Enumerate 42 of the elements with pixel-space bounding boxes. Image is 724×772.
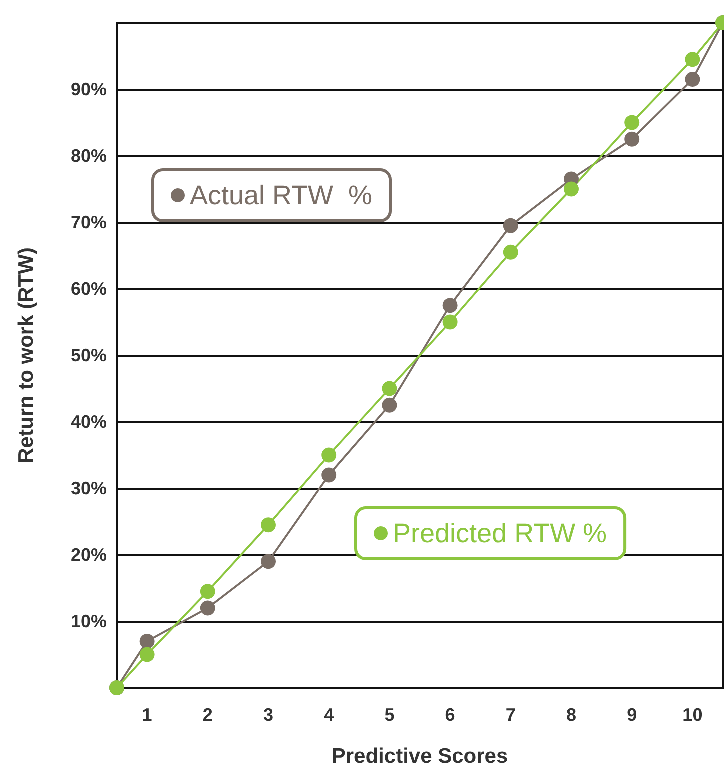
y-tick-label: 10%	[70, 612, 107, 632]
point	[503, 244, 518, 260]
y-tick-label: 30%	[70, 478, 107, 498]
x-tick-label: 3	[263, 705, 274, 725]
point	[382, 381, 398, 396]
x-axis-title: Predictive Scores	[332, 745, 508, 768]
x-tick-label: 4	[324, 705, 334, 725]
legend-label: Actual RTW %	[190, 180, 373, 210]
point	[624, 115, 640, 130]
x-tick-label: 9	[627, 705, 638, 725]
point	[624, 132, 640, 147]
y-tick-label: 90%	[70, 80, 107, 100]
point	[200, 600, 216, 616]
x-tick-label: 8	[566, 705, 577, 725]
y-tick-label: 70%	[70, 212, 107, 232]
point	[685, 52, 700, 68]
x-tick-label: 7	[506, 705, 516, 725]
point	[200, 584, 216, 600]
y-tick-label: 80%	[70, 146, 107, 166]
x-tick-label: 10	[682, 705, 703, 725]
y-axis-title: Return to work (RTW)	[15, 248, 38, 464]
point	[382, 398, 398, 413]
point	[140, 647, 155, 662]
point	[503, 218, 518, 234]
point	[442, 314, 458, 330]
point	[564, 182, 579, 197]
point	[322, 468, 337, 483]
y-tick-label: 40%	[70, 412, 107, 432]
x-tick-label: 2	[202, 705, 213, 725]
y-tick-label: 20%	[70, 545, 107, 565]
point	[685, 72, 700, 88]
x-tick-label: 1	[142, 705, 152, 725]
legend-label: Predicted RTW %	[393, 518, 608, 548]
point	[322, 448, 337, 463]
y-tick-label: 50%	[70, 346, 107, 366]
point	[140, 634, 155, 649]
x-tick-label: 5	[384, 705, 395, 725]
point	[442, 298, 458, 314]
point	[261, 554, 276, 570]
x-tick-label: 6	[445, 705, 456, 725]
y-tick-label: 60%	[70, 279, 107, 299]
point	[261, 518, 276, 533]
